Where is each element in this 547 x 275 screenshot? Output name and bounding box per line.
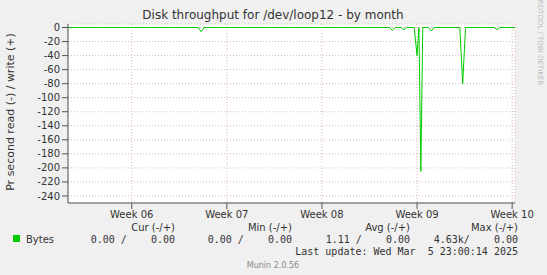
svg-text:-200: -200 bbox=[37, 162, 60, 173]
svg-text:4.63k/ 0.00: 4.63k/ 0.00 bbox=[434, 234, 518, 245]
svg-text:Disk throughput for /dev/loop1: Disk throughput for /dev/loop12 - by mon… bbox=[142, 8, 403, 22]
svg-text:-180: -180 bbox=[37, 148, 60, 159]
svg-text:Avg (-/+): Avg (-/+) bbox=[365, 222, 410, 233]
svg-text:-80: -80 bbox=[44, 78, 60, 89]
svg-text:-60: -60 bbox=[44, 64, 60, 75]
svg-text:-220: -220 bbox=[37, 176, 60, 187]
svg-text:Munin 2.0.56: Munin 2.0.56 bbox=[247, 261, 299, 270]
svg-text:-160: -160 bbox=[37, 134, 60, 145]
svg-text:Week 06: Week 06 bbox=[110, 209, 153, 220]
svg-text:Week 10: Week 10 bbox=[490, 209, 533, 220]
svg-text:Cur (-/+): Cur (-/+) bbox=[131, 222, 175, 233]
svg-text:-120: -120 bbox=[37, 106, 60, 117]
svg-text:Last update: Wed Mar 5 23:00:: Last update: Wed Mar 5 23:00:14 2025 bbox=[295, 246, 518, 257]
svg-text:Min (-/+): Min (-/+) bbox=[248, 222, 292, 233]
svg-text:-40: -40 bbox=[44, 50, 60, 61]
svg-text:0.00 / 0.00: 0.00 / 0.00 bbox=[91, 234, 175, 245]
svg-text:-100: -100 bbox=[37, 92, 60, 103]
svg-text:Pr second read (-) / write (+): Pr second read (-) / write (+) bbox=[8, 33, 17, 191]
svg-text:Max (-/+): Max (-/+) bbox=[471, 222, 518, 233]
svg-text:0.00 / 0.00: 0.00 / 0.00 bbox=[208, 234, 292, 245]
svg-text:RRDTOOL / TOBI OETIKER: RRDTOOL / TOBI OETIKER bbox=[536, 0, 539, 85]
svg-text:-140: -140 bbox=[37, 120, 60, 131]
svg-text:Week 09: Week 09 bbox=[395, 209, 438, 220]
svg-text:-20: -20 bbox=[44, 36, 60, 47]
svg-text:1.11 / 0.00: 1.11 / 0.00 bbox=[326, 234, 410, 245]
svg-text:Week 08: Week 08 bbox=[300, 209, 343, 220]
svg-text:Bytes: Bytes bbox=[26, 234, 54, 245]
svg-text:Week 07: Week 07 bbox=[205, 209, 248, 220]
svg-text:-240: -240 bbox=[37, 191, 60, 202]
svg-text:0: 0 bbox=[54, 22, 60, 33]
